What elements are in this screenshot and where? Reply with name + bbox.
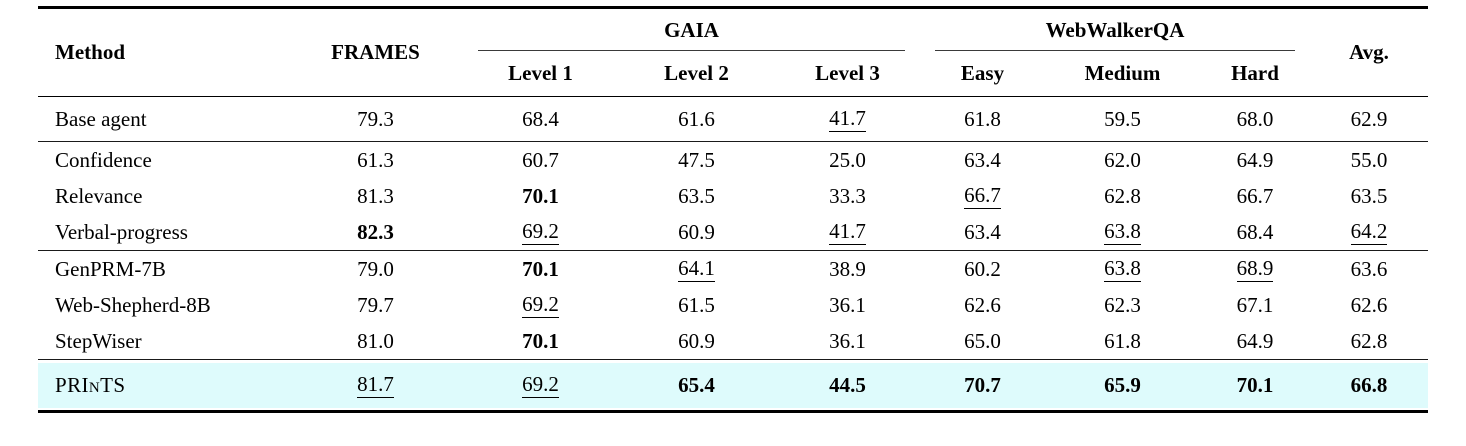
cell: 64.1 [618, 250, 775, 287]
cell: 62.6 [964, 292, 1001, 317]
cell: 81.3 [357, 183, 394, 208]
cell: 60.7 [463, 141, 618, 178]
cell: 64.9 [1236, 328, 1274, 353]
method-cell: PRInTS [38, 359, 288, 413]
cell: 62.0 [1045, 141, 1200, 178]
cell: 79.3 [357, 106, 394, 131]
cell: 61.3 [288, 141, 463, 178]
cell: 38.9 [775, 250, 920, 287]
col-group-gaia: GAIA [463, 6, 920, 51]
cell: 61.8 [964, 106, 1001, 131]
cell: 63.8 [1045, 250, 1200, 287]
cell: 25.0 [775, 141, 920, 178]
cell: 66.8 [1310, 359, 1428, 413]
col-header-gaia-level3: Level 3 [775, 51, 920, 97]
cell: 81.7 [288, 359, 463, 413]
cell: 63.5 [678, 183, 715, 208]
cell: 67.1 [1236, 292, 1274, 317]
method-cell: Relevance [55, 183, 143, 208]
cell: 79.7 [357, 292, 394, 317]
results-table: Method FRAMES GAIA WebWalkerQA Avg. Leve… [38, 6, 1428, 413]
cell: 41.7 [829, 106, 866, 132]
col-header-webwalker-easy: Easy [920, 51, 1045, 97]
cell: 70.1 [522, 328, 559, 353]
cell: 60.9 [678, 328, 715, 353]
cell: 62.9 [1350, 106, 1388, 131]
col-group-webwalkerqa: WebWalkerQA [920, 6, 1310, 51]
cell: 63.6 [1310, 250, 1428, 287]
cell: 69.2 [522, 292, 559, 318]
cell: 36.1 [829, 292, 866, 317]
cell: 64.9 [1200, 141, 1310, 178]
cell: 62.8 [1350, 328, 1388, 353]
cell: 55.0 [1310, 141, 1428, 178]
table-row-verbal-progress: Verbal-progress 82.3 69.2 60.9 41.7 63.4… [38, 214, 1428, 250]
cell: 61.6 [678, 106, 715, 131]
cell: 65.4 [618, 359, 775, 413]
cell: 36.1 [829, 328, 866, 353]
table-row-base-agent: Base agent 79.3 68.4 61.6 41.7 61.8 59.5… [38, 97, 1428, 141]
header-group-row: Method FRAMES GAIA WebWalkerQA Avg. [38, 6, 1428, 97]
cell: 65.9 [1045, 359, 1200, 413]
cell: 63.4 [964, 219, 1001, 244]
cell: 62.8 [1104, 183, 1141, 208]
cell: 61.8 [1104, 328, 1141, 353]
cell: 69.2 [522, 219, 559, 245]
method-cell: Verbal-progress [55, 219, 188, 244]
col-header-frames: FRAMES [288, 6, 463, 97]
cell: 63.5 [1350, 183, 1388, 208]
table-row-confidence: Confidence 61.3 60.7 47.5 25.0 63.4 62.0… [38, 141, 1428, 178]
col-header-webwalker-hard: Hard [1200, 51, 1310, 97]
cell: 41.7 [829, 219, 866, 245]
table-row-relevance: Relevance 81.3 70.1 63.5 33.3 66.7 62.8 … [38, 178, 1428, 214]
table-row-web-shepherd-8b: Web-Shepherd-8B 79.7 69.2 61.5 36.1 62.6… [38, 287, 1428, 323]
method-cell: Confidence [38, 141, 288, 178]
method-cell: GenPRM-7B [38, 250, 288, 287]
cell: 70.1 [522, 183, 559, 208]
table-row-genprm-7b: GenPRM-7B 79.0 70.1 64.1 38.9 60.2 63.8 … [38, 250, 1428, 287]
cell: 82.3 [357, 219, 394, 244]
cell: 60.9 [678, 219, 715, 244]
cell: 69.2 [463, 359, 618, 413]
cell: 62.3 [1104, 292, 1141, 317]
cell: 61.5 [678, 292, 715, 317]
cell: 79.0 [288, 250, 463, 287]
cell: 44.5 [775, 359, 920, 413]
col-header-webwalker-medium: Medium [1045, 51, 1200, 97]
col-header-method: Method [38, 6, 288, 97]
cell: 59.5 [1104, 106, 1141, 131]
cell: 68.9 [1200, 250, 1310, 287]
col-header-avg: Avg. [1310, 6, 1428, 97]
col-header-gaia-level2: Level 2 [618, 51, 775, 97]
method-cell: Base agent [55, 106, 147, 131]
cell: 70.7 [920, 359, 1045, 413]
cell: 62.6 [1350, 292, 1388, 317]
table-row-stepwiser: StepWiser 81.0 70.1 60.9 36.1 65.0 61.8 … [38, 323, 1428, 359]
cell: 68.4 [522, 106, 559, 131]
cell: 70.1 [463, 250, 618, 287]
cell: 81.0 [357, 328, 394, 353]
cell: 47.5 [618, 141, 775, 178]
cell: 60.2 [920, 250, 1045, 287]
cell: 63.8 [1104, 219, 1141, 245]
header-sub-row: Level 1 Level 2 Level 3 Easy Medium Hard [38, 51, 1428, 97]
method-cell: Web-Shepherd-8B [55, 292, 211, 317]
cell: 33.3 [829, 183, 866, 208]
cell: 68.0 [1236, 106, 1274, 131]
cell: 66.7 [1236, 183, 1274, 208]
table-row-prints-highlighted: PRInTS 81.7 69.2 65.4 44.5 70.7 65.9 70.… [38, 359, 1428, 413]
cell: 66.7 [964, 183, 1001, 209]
cell: 70.1 [1200, 359, 1310, 413]
cell: 65.0 [964, 328, 1001, 353]
method-cell: StepWiser [55, 328, 142, 353]
cell: 68.4 [1236, 219, 1274, 244]
cell: 63.4 [920, 141, 1045, 178]
col-header-gaia-level1: Level 1 [463, 51, 618, 97]
cell: 64.2 [1350, 219, 1388, 245]
